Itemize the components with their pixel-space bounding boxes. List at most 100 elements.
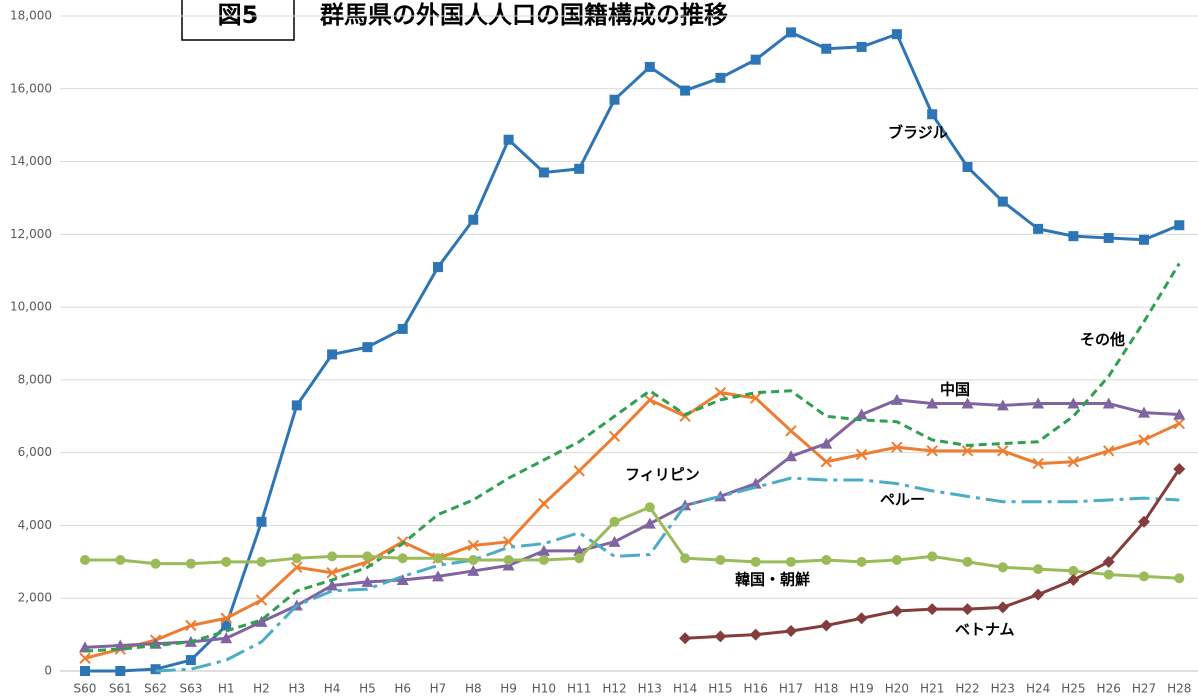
marker bbox=[432, 570, 444, 582]
marker bbox=[961, 397, 974, 409]
marker bbox=[467, 564, 480, 576]
series-label: ブラジル bbox=[888, 124, 948, 142]
marker bbox=[115, 666, 126, 676]
marker bbox=[255, 615, 268, 627]
series-label: ベトナム bbox=[955, 621, 1015, 639]
x-tick-label: H25 bbox=[1061, 682, 1085, 696]
marker bbox=[927, 109, 938, 120]
marker bbox=[644, 61, 655, 72]
marker bbox=[1067, 574, 1080, 587]
marker bbox=[1139, 234, 1149, 245]
marker bbox=[574, 553, 585, 564]
y-tick-label: 4,000 bbox=[18, 518, 52, 532]
marker bbox=[609, 94, 620, 105]
marker bbox=[855, 612, 868, 625]
marker bbox=[890, 604, 903, 617]
x-tick-label: H16 bbox=[744, 682, 768, 696]
marker bbox=[468, 555, 479, 566]
x-tick-label: H24 bbox=[1026, 682, 1050, 696]
x-tick-label: S61 bbox=[109, 682, 132, 696]
marker bbox=[574, 163, 585, 174]
x-tick-label: S63 bbox=[179, 682, 202, 696]
marker bbox=[1173, 463, 1186, 476]
marker bbox=[997, 196, 1008, 207]
marker bbox=[608, 535, 621, 547]
marker bbox=[433, 553, 443, 564]
marker bbox=[680, 553, 691, 564]
x-tick-label: H17 bbox=[779, 682, 803, 696]
marker bbox=[503, 555, 514, 566]
series-line bbox=[85, 30, 1180, 673]
x-tick-label: H20 bbox=[885, 682, 909, 696]
marker bbox=[537, 544, 550, 556]
marker bbox=[856, 556, 867, 567]
marker bbox=[1102, 445, 1115, 457]
marker bbox=[856, 41, 867, 52]
marker bbox=[855, 408, 868, 420]
y-tick-label: 2,000 bbox=[18, 591, 52, 605]
title-box bbox=[181, 0, 295, 41]
marker bbox=[150, 558, 161, 569]
marker bbox=[185, 655, 196, 666]
marker bbox=[538, 555, 549, 566]
marker bbox=[256, 556, 267, 567]
marker bbox=[1032, 457, 1044, 470]
x-tick-label: H2 bbox=[253, 682, 270, 696]
marker bbox=[291, 561, 303, 573]
y-tick-label: 8,000 bbox=[18, 372, 52, 386]
x-tick-label: H8 bbox=[465, 682, 482, 696]
marker bbox=[820, 619, 833, 632]
marker bbox=[890, 393, 903, 405]
marker bbox=[997, 445, 1009, 457]
marker bbox=[1173, 417, 1186, 430]
marker bbox=[291, 553, 302, 564]
x-tick-label: H1 bbox=[218, 682, 235, 696]
marker bbox=[150, 664, 161, 675]
x-tick-label: H5 bbox=[359, 682, 376, 696]
marker bbox=[1103, 232, 1114, 243]
marker bbox=[538, 167, 549, 178]
marker bbox=[1033, 564, 1044, 575]
marker bbox=[327, 349, 338, 360]
marker bbox=[327, 551, 338, 562]
marker bbox=[749, 628, 762, 641]
marker bbox=[750, 556, 761, 567]
marker bbox=[1067, 397, 1080, 409]
marker bbox=[1174, 573, 1185, 584]
x-tick-label: H22 bbox=[955, 682, 979, 696]
marker bbox=[714, 386, 727, 399]
marker bbox=[785, 624, 797, 637]
marker bbox=[926, 445, 938, 457]
x-tick-label: H15 bbox=[708, 682, 732, 696]
marker bbox=[714, 630, 727, 643]
marker bbox=[1032, 397, 1045, 409]
marker bbox=[1068, 565, 1079, 576]
marker bbox=[961, 603, 974, 616]
marker bbox=[291, 400, 302, 411]
marker bbox=[255, 594, 268, 606]
marker bbox=[786, 556, 796, 567]
marker bbox=[750, 54, 761, 65]
x-tick-label: H26 bbox=[1097, 682, 1121, 696]
marker bbox=[467, 539, 480, 552]
marker bbox=[362, 551, 373, 562]
marker bbox=[468, 214, 479, 225]
x-tick-label: H13 bbox=[638, 682, 662, 696]
x-tick-label: H27 bbox=[1132, 682, 1156, 696]
marker bbox=[1138, 434, 1150, 446]
marker bbox=[433, 262, 443, 273]
marker bbox=[220, 632, 233, 644]
marker bbox=[221, 620, 232, 631]
marker bbox=[855, 448, 868, 461]
y-tick-label: 16,000 bbox=[10, 81, 52, 95]
marker bbox=[1102, 555, 1115, 568]
marker bbox=[715, 555, 726, 566]
y-tick-label: 6,000 bbox=[18, 445, 52, 459]
x-tick-label: H21 bbox=[920, 682, 944, 696]
x-tick-label: H9 bbox=[500, 682, 517, 696]
marker bbox=[503, 134, 514, 145]
marker bbox=[80, 555, 90, 566]
marker bbox=[786, 27, 796, 38]
marker bbox=[80, 666, 90, 676]
